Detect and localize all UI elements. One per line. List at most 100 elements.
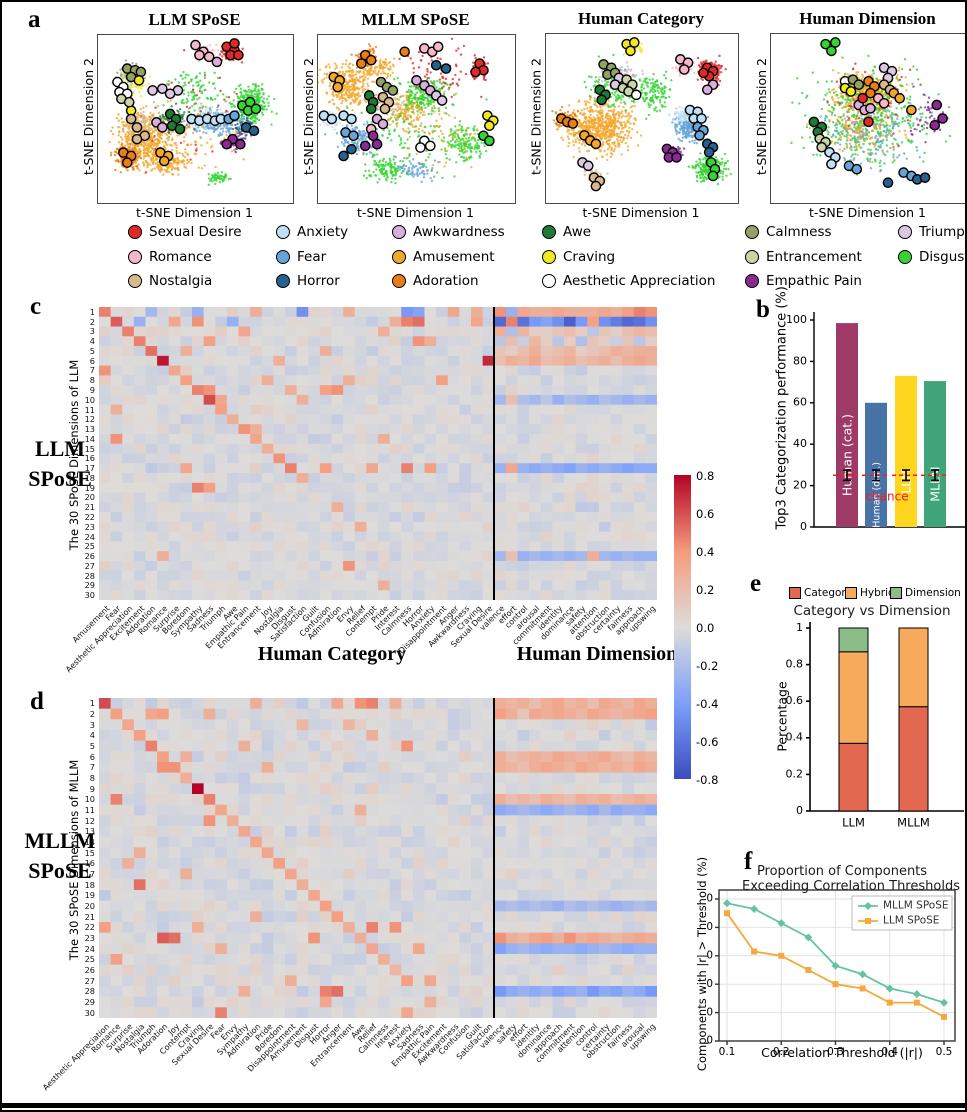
tsne-canvas-0	[98, 35, 293, 203]
row-label: 10	[84, 794, 95, 805]
row-label: 29	[84, 997, 95, 1007]
horror-swatch-icon	[276, 274, 290, 288]
row-label: 16	[84, 858, 95, 869]
human-dimension-label: Human Dimension	[516, 643, 678, 665]
row-label: 17	[84, 869, 95, 879]
row-label: 19	[84, 890, 95, 901]
legend-item-calmness: Calmness	[745, 224, 832, 240]
row-label: 6	[89, 751, 95, 762]
heatmap-c-canvas	[99, 307, 657, 600]
legend-item-anxiety: Anxiety	[276, 224, 348, 240]
row-label: 25	[84, 541, 95, 552]
disgust-swatch-icon	[898, 250, 912, 264]
colorbar-tick: -0.8	[696, 773, 719, 787]
row-label: 12	[84, 414, 95, 425]
row-label: 4	[89, 730, 95, 741]
row-label: 27	[84, 560, 95, 571]
row-label: 26	[84, 965, 95, 975]
adoration-swatch-icon	[392, 274, 406, 288]
tsne-canvas-3	[771, 34, 965, 203]
amusement-swatch-icon	[392, 250, 406, 264]
legend-label: Horror	[297, 273, 340, 289]
tsne-title-2: Human Category	[577, 9, 705, 28]
row-label: 17	[84, 463, 95, 474]
legend-item-disgust: Disgust	[898, 249, 967, 265]
row-label: 30	[84, 1007, 95, 1018]
tsne-y-label-1: t-SNE Dimension 2	[300, 58, 316, 175]
row-label: 8	[89, 773, 95, 783]
awe-swatch-icon	[542, 225, 556, 239]
tsne-canvas-2	[546, 34, 738, 203]
tsne-title-1: MLLM SPoSE	[361, 10, 470, 29]
legend-label: Aesthetic Appreciation	[563, 273, 716, 289]
row-label: 1	[89, 306, 95, 317]
legend-item-horror: Horror	[276, 273, 340, 289]
e-legend-label: Hybrid	[860, 587, 895, 599]
tsne-canvas-1	[318, 35, 515, 203]
heatmap-d-canvas	[99, 698, 657, 1018]
row-label: 15	[84, 847, 95, 858]
heatmap-d-divider	[493, 698, 496, 1018]
row-label: 8	[89, 375, 95, 386]
colorbar-tick: 0.4	[696, 545, 715, 559]
row-label: 19	[84, 482, 95, 493]
row-label: 7	[89, 762, 95, 773]
nostalgia-swatch-icon	[128, 274, 142, 288]
row-label: 12	[84, 815, 95, 826]
colorbar-tick: 0.0	[696, 621, 715, 635]
colorbar-tick: 0.6	[696, 507, 715, 521]
legend-label: Romance	[149, 249, 212, 265]
legend-label: Awkwardness	[413, 224, 505, 240]
panel-f-x-label: Correlation Threshold (|r|)	[761, 1045, 923, 1060]
row-label: 18	[84, 472, 95, 483]
row-label: 24	[84, 943, 95, 954]
panel-letter-a: a	[28, 6, 41, 33]
heatmap-c-divider	[493, 307, 496, 600]
human-category-label: Human Category	[257, 643, 407, 665]
heatmap-c-side-label: LLM SPoSE	[28, 436, 92, 491]
row-label: 23	[84, 933, 95, 943]
anxiety-swatch-icon	[276, 225, 290, 239]
legend-item-awe: Awe	[542, 224, 591, 240]
legend-item-awkwardness: Awkwardness	[392, 224, 505, 240]
aesthetic-swatch-icon	[542, 274, 556, 288]
row-label: 4	[89, 336, 95, 347]
row-label: 18	[84, 879, 95, 890]
tsne-y-label-0: t-SNE Dimension 2	[80, 58, 96, 175]
row-label: 23	[84, 521, 95, 532]
legend-label: Disgust	[919, 249, 967, 265]
legend-label: Awe	[563, 224, 592, 240]
tsne-plot-3	[770, 33, 965, 204]
row-label: 20	[84, 492, 95, 503]
panel-e-canvas	[770, 598, 965, 838]
tsne-title-3: Human Dimension	[799, 9, 936, 28]
legend-item-fear: Fear	[276, 249, 326, 265]
legend-label: Fear	[297, 249, 327, 265]
row-label: 14	[84, 433, 95, 444]
legend-label: Adoration	[413, 273, 479, 289]
tsne-x-label-2: t-SNE Dimension 1	[582, 205, 700, 220]
colorbar-tick: -0.2	[696, 659, 719, 673]
legend-label: Craving	[563, 249, 616, 265]
row-label: 5	[89, 741, 95, 751]
calmness-swatch-icon	[745, 225, 759, 239]
legend-label: Amusement	[413, 249, 495, 265]
row-label: 5	[89, 345, 95, 356]
row-label: 11	[84, 805, 95, 815]
row-label: 7	[89, 365, 95, 376]
row-label: 24	[84, 531, 95, 542]
e-legend-label: Dimension	[905, 587, 961, 599]
legend-item-entrancement: Entrancement	[745, 249, 862, 265]
legend-label: Sexual Desire	[149, 224, 242, 240]
legend-item-aesthetic: Aesthetic Appreciation	[542, 273, 716, 289]
panel-letter-c: c	[30, 293, 42, 320]
row-label: 28	[84, 570, 95, 581]
legend-item-craving: Craving	[542, 249, 615, 265]
row-label: 2	[89, 316, 95, 327]
tsne-x-label-0: t-SNE Dimension 1	[136, 205, 253, 220]
triumph-swatch-icon	[898, 225, 912, 239]
row-label: 9	[89, 783, 95, 794]
legend-item-adoration: Adoration	[392, 273, 479, 289]
colorbar-canvas	[674, 475, 691, 779]
